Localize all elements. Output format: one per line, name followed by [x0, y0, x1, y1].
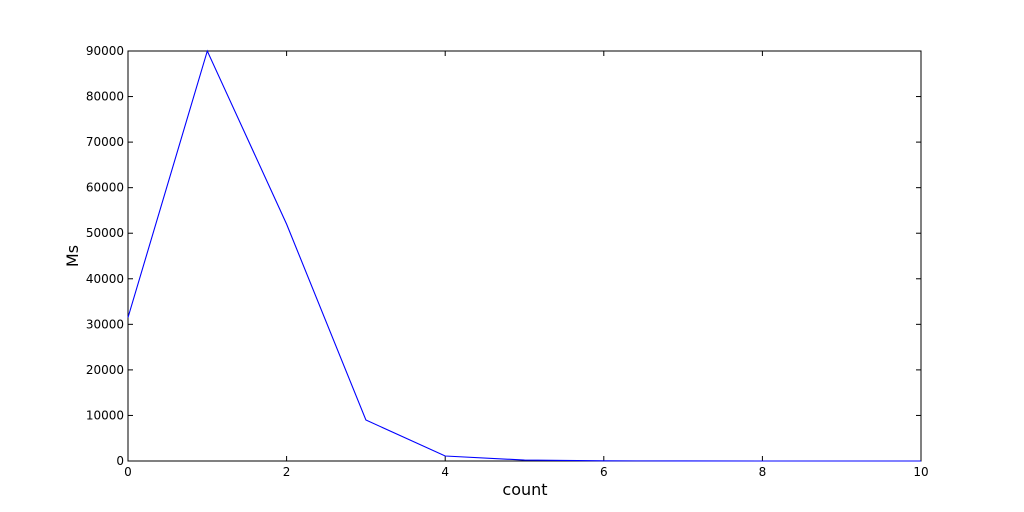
x-tick-label: 10 [913, 465, 928, 479]
y-tick-label: 20000 [86, 363, 124, 377]
y-tick-label: 60000 [86, 181, 124, 195]
y-axis-title: Ms [63, 245, 82, 267]
series-line [127, 49, 921, 462]
y-tick-label: 40000 [86, 272, 124, 286]
x-tick-label: 6 [600, 465, 608, 479]
x-tick-label: 2 [283, 465, 291, 479]
y-tick-label: 50000 [86, 226, 124, 240]
plot-area: 0 2 4 6 8 10 0 10000 20000 30000 40000 50000 60000 70… [86, 44, 929, 479]
x-tick-label: 0 [124, 465, 132, 479]
y-tick-label: 10000 [86, 408, 124, 422]
y-tick-label: 30000 [86, 317, 124, 331]
y-tick-label: 0 [116, 454, 124, 468]
x-axis-title: count [502, 480, 547, 499]
x-tick-label: 4 [441, 465, 449, 479]
y-tick-label: 80000 [86, 90, 124, 104]
y-tick-label: 70000 [86, 135, 124, 149]
y-tick-label: 90000 [86, 44, 124, 58]
plot-frame [127, 50, 922, 462]
x-tick-label: 8 [759, 465, 767, 479]
